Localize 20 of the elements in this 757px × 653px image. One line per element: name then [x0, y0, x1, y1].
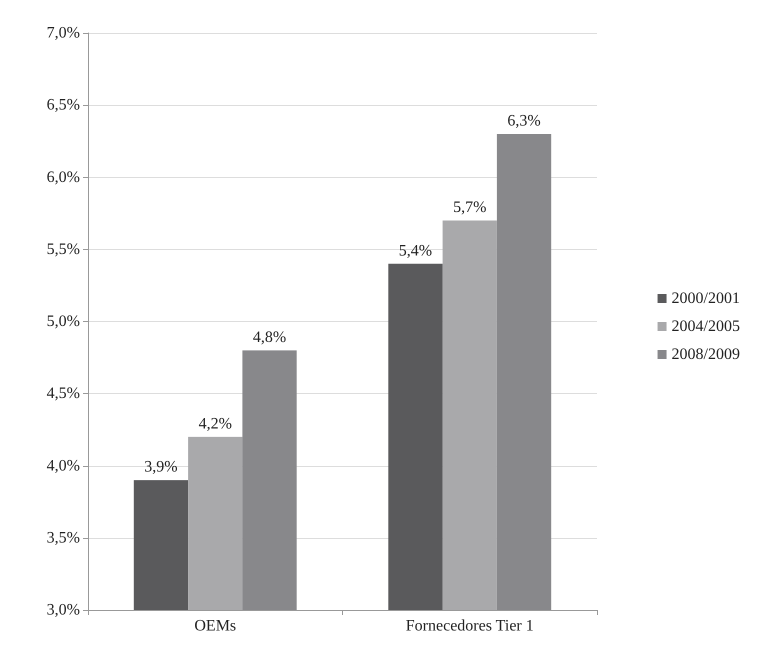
y-tick-label: 3,5%	[46, 529, 80, 546]
data-label: 5,7%	[453, 199, 486, 216]
y-tick-label: 4,5%	[46, 385, 80, 402]
data-label: 4,2%	[198, 415, 232, 432]
data-label: 3,9%	[144, 458, 178, 476]
y-tick-label: 5,0%	[46, 313, 80, 330]
y-tick-label: 3,0%	[46, 602, 80, 618]
legend-label: 2008/2009	[672, 346, 740, 363]
x-tick-label: Fornecedores Tier 1	[406, 618, 534, 634]
y-tick-label: 7,0%	[46, 24, 80, 42]
data-label: 5,4%	[398, 242, 432, 260]
legend-label: 2000/2001	[672, 290, 740, 307]
legend-label: 2004/2005	[672, 318, 740, 335]
data-label: 6,3%	[507, 112, 541, 130]
y-tick-label: 5,5%	[46, 240, 80, 258]
y-tick-label: 6,5%	[46, 96, 80, 114]
y-tick-label: 6,0%	[46, 168, 80, 186]
y-tick-label: 4,0%	[46, 457, 80, 474]
data-label: 4,8%	[252, 328, 286, 346]
x-tick-label: OEMs	[194, 618, 236, 634]
